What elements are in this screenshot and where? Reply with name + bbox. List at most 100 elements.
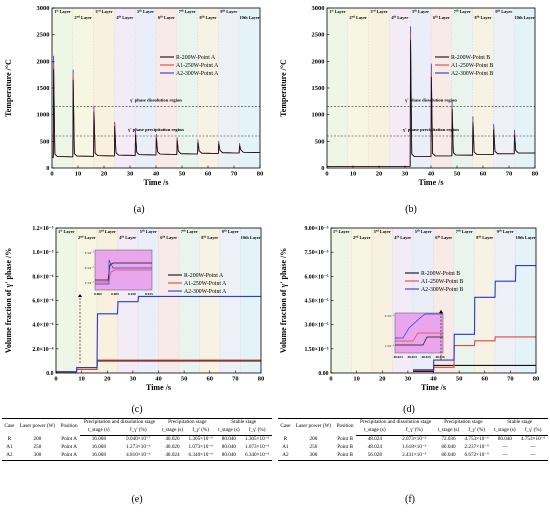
y-tick-label: 500	[315, 138, 325, 145]
y-tick-label: 2000	[37, 58, 50, 65]
x-tick-label: 50	[179, 171, 186, 178]
y-tick-label: 2500	[312, 32, 325, 39]
layer-label: 8th Layer	[476, 235, 493, 241]
x-tick-label: 60	[482, 376, 489, 383]
table-cell: 16.008	[80, 451, 118, 461]
table-f-header-cell: Precipitation stage	[435, 417, 492, 427]
table-row: A2 300 Point A 16.008 4.810×10⁻⁶ 48.024 6.340×…	[2, 451, 272, 461]
x-tick-label: 50	[454, 171, 461, 178]
x-tick-label: 0	[50, 171, 53, 178]
chart-c: 1st Layer 2nd Layer 3rd Layer 4th Layer 5th …	[0, 220, 275, 406]
table-cell: 200	[309, 435, 318, 442]
table-row: A1 250 Point A 16.008 1.273×10⁻⁶ 40.020 1.073×…	[2, 444, 272, 452]
x-tick-label: 0	[325, 171, 328, 178]
x-tick-label: 50	[181, 376, 188, 383]
x-tick-label: 0	[329, 376, 332, 383]
x-tick-label: 40	[153, 171, 160, 178]
y-tick-label: 1.0×10⁻⁵	[32, 250, 53, 256]
inset-x-tick: 8.000	[94, 292, 102, 296]
table-cell: 40.020	[165, 435, 180, 442]
table-f-subheader-cell: f_γ' (%)	[461, 426, 492, 436]
y-tick-label: 3000	[37, 5, 50, 12]
inset-x-tick: 48.026	[435, 355, 445, 359]
y-tick-label: 4.0×10⁻⁶	[32, 323, 53, 329]
layer-label: 5th Layer	[412, 9, 429, 15]
layer-band	[176, 7, 198, 169]
x-tick-label: 70	[231, 171, 238, 178]
table-f: Case Laser power (W) Position Precipitation…	[278, 417, 548, 461]
x-tick-label: 80	[257, 171, 264, 178]
legend-entry: A2-300W-Point A	[176, 71, 219, 77]
table-cell: A1	[6, 443, 13, 450]
layer-label: 1st Layer	[329, 9, 345, 15]
table-cell: 250	[309, 443, 318, 450]
y-tick-label: 8.0×10⁻⁶	[32, 274, 53, 280]
x-tick-label: 10	[78, 376, 85, 383]
table-cell: 80.040	[435, 451, 462, 461]
inset-curve-R	[95, 262, 152, 281]
x-tick-label: 20	[101, 171, 108, 178]
table-cell: 72.036	[441, 435, 456, 442]
layer-label: 9th Layer	[222, 229, 239, 235]
table-cell: 16.008	[91, 435, 106, 442]
table-e-header-cell: Position	[58, 418, 81, 436]
layer-label: 4th Layer	[116, 15, 133, 21]
table-e-subheader-cell: t_stage (s)	[215, 426, 243, 436]
layer-band	[371, 227, 393, 374]
table-cell: 4.810×10⁻⁶	[117, 451, 160, 461]
x-tick-label: 60	[205, 171, 212, 178]
legend-entry: A1-250W-Point B	[421, 279, 463, 285]
x-tick-label: 60	[207, 376, 214, 383]
table-cell: 80.040	[221, 435, 237, 442]
table-cell: Point A	[61, 435, 77, 442]
x-tick-label: 40	[428, 171, 435, 178]
layer-label: 5th Layer	[137, 9, 154, 15]
x-axis-label: Time /s	[421, 383, 446, 392]
y-tick-label: 0	[321, 165, 324, 172]
layer-label: 4th Layer	[391, 15, 408, 21]
layer-band	[514, 7, 536, 169]
chart-b: 1st Layer 2nd Layer 3rd Layer 4th Layer 5th …	[275, 0, 550, 198]
y-tick-label: 1000	[37, 112, 50, 119]
table-cell: 300	[16, 451, 59, 461]
inset-curve-R	[395, 336, 443, 346]
layer-label: 2nd Layer	[74, 15, 92, 21]
x-tick-label: 10	[350, 171, 357, 178]
legend-entry: R-200W-Point B	[421, 271, 460, 277]
layer-label: 2nd Layer	[353, 235, 371, 241]
layer-label: 3rd Layer	[99, 229, 116, 235]
series-line-R	[327, 39, 536, 167]
table-e-subheader-row: t_stage (s) f_γ' (%) t_stage (s) f_γ' (%) t_…	[2, 426, 272, 436]
layer-band	[158, 227, 180, 374]
x-tick-label: 30	[127, 171, 134, 178]
layer-label: 6th Layer	[433, 15, 450, 21]
layer-band	[93, 7, 115, 169]
x-tick-label: 40	[430, 376, 437, 383]
layer-band	[515, 227, 537, 374]
x-tick-label: 80	[258, 376, 265, 383]
table-cell: 1.273×10⁻⁶	[126, 443, 151, 450]
table-cell: Point A	[61, 443, 77, 450]
layer-band	[197, 7, 219, 169]
layer-label: 9th Layer	[495, 9, 512, 15]
layer-band	[493, 7, 515, 169]
table-f-subheader-cell: f_γ' (%)	[393, 426, 436, 436]
layer-band	[218, 7, 240, 169]
layer-label: 3rd Layer	[370, 9, 387, 15]
y-tick-label: 0.00	[318, 371, 328, 377]
table-e-header-cell: Precipitation stage	[159, 417, 216, 427]
y-tick-label: 1000	[312, 112, 325, 119]
layer-label: 6th Layer	[158, 15, 175, 21]
inset-pointer-arrow	[78, 294, 82, 297]
table-cell: R	[7, 435, 12, 442]
legend-entry: R-200W-Point B	[451, 55, 490, 61]
layer-label: 10th Layer	[515, 15, 535, 20]
table-cell: 80.040	[441, 443, 456, 450]
x-tick-label: 20	[379, 376, 386, 383]
table-cell: Point A	[58, 451, 81, 461]
layer-label: 9th Layer	[220, 9, 237, 15]
region-annotation: γ' phase dissolution region	[404, 98, 457, 103]
y-tick-label: 2500	[37, 32, 50, 39]
table-cell: ---	[530, 443, 536, 450]
table-f-subheader-cell: t_stage (s)	[356, 426, 394, 436]
